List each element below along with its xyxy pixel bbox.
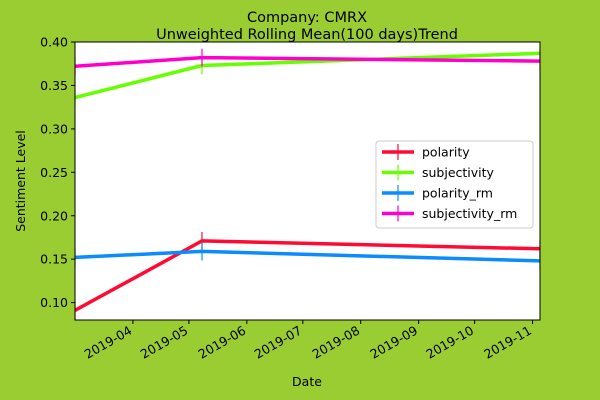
legend-label: subjectivity <box>422 165 495 180</box>
legend: polarity subjectivity polarity_rm subjectiv… <box>375 140 534 229</box>
y-tick-label: 0.30 <box>40 121 68 136</box>
y-tick-label: 0.35 <box>40 78 68 93</box>
x-tick-label: 2019-10 <box>423 323 476 362</box>
legend-label: subjectivity_rm <box>422 206 517 221</box>
x-tick-label: 2019-06 <box>196 323 249 362</box>
legend-label: polarity <box>422 145 470 160</box>
legend-label: polarity_rm <box>422 186 493 201</box>
x-tick-label: 2019-11 <box>481 323 534 362</box>
x-tick-label: 2019-05 <box>138 323 191 362</box>
y-tick-label: 0.20 <box>40 208 68 223</box>
series-layer <box>75 44 540 320</box>
x-axis-label: Date <box>292 374 322 389</box>
y-tick-label: 0.25 <box>40 165 68 180</box>
x-tick-label: 2019-09 <box>367 323 420 362</box>
x-axis: 2019-04 2019-05 2019-06 2019-07 2019-08 2019-… <box>82 320 534 362</box>
y-tick-label: 0.40 <box>40 35 68 50</box>
chart-title: Company: CMRX <box>247 10 367 26</box>
x-tick-label: 2019-04 <box>82 323 135 362</box>
chart-subtitle: Unweighted Rolling Mean(100 days)Trend <box>156 27 458 43</box>
y-axis-label: Sentiment Level <box>13 130 28 232</box>
legend-item: subjectivity <box>382 164 495 181</box>
plot-frame <box>74 41 541 321</box>
x-tick-label: 2019-07 <box>252 323 305 362</box>
legend-item: polarity <box>382 144 470 160</box>
x-tick-label: 2019-08 <box>309 323 362 362</box>
legend-item: polarity_rm <box>382 185 493 201</box>
legend-item: subjectivity_rm <box>382 205 517 222</box>
y-tick-label: 0.15 <box>40 252 68 267</box>
y-tick-label: 0.10 <box>40 295 68 310</box>
legend-box <box>375 140 534 229</box>
y-axis: 0.10 0.15 0.20 0.25 0.30 0.35 0.40 <box>40 35 75 310</box>
